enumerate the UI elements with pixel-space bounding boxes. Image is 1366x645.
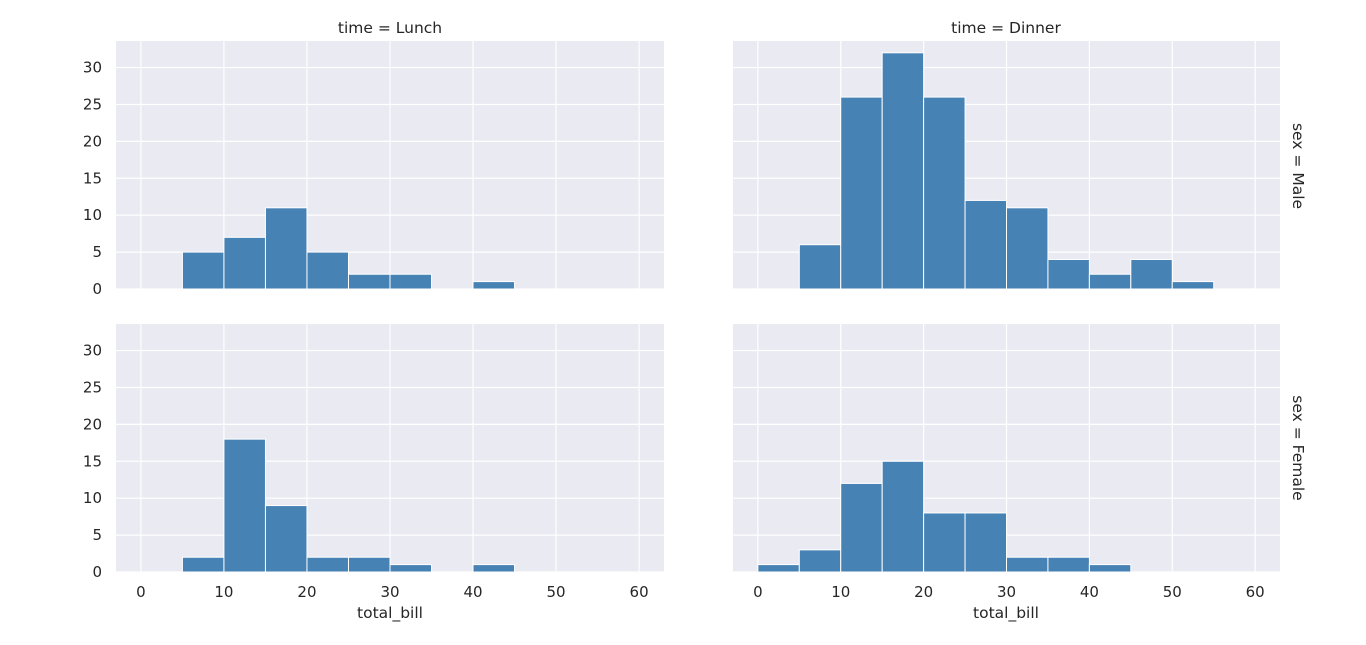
x-tick-label: 30 (380, 583, 399, 601)
histogram-bar (881, 52, 925, 290)
histogram-bar (881, 460, 925, 573)
histogram-bar (347, 273, 391, 290)
y-tick-label: 5 (92, 243, 102, 261)
panel-dinner-female: 0 10 20 30 40 50 60 (733, 324, 1280, 601)
x-tick-label: 10 (831, 583, 850, 601)
histogram-bar (757, 564, 800, 573)
histogram-bar (840, 96, 883, 290)
y-tick-label: 15 (83, 169, 102, 187)
x-tick-label: 50 (547, 583, 566, 601)
histogram-bar (1088, 273, 1132, 290)
x-axis-label-left: total_bill (357, 604, 423, 623)
histogram-bar (1171, 281, 1215, 290)
x-tick-label: 10 (214, 583, 233, 601)
y-tick-label: 5 (92, 526, 102, 544)
histogram-bar (264, 505, 308, 573)
y-tick-label: 20 (83, 132, 102, 150)
histogram-bar (223, 236, 266, 290)
histogram-bar (389, 564, 433, 573)
y-tick-label: 25 (83, 95, 102, 113)
x-tick-label: 40 (463, 583, 482, 601)
x-tick-label: 30 (997, 583, 1016, 601)
histogram-bar (1006, 556, 1049, 573)
histogram-bar (181, 556, 225, 573)
x-tick-label: 60 (1246, 583, 1265, 601)
histogram-bar (1088, 564, 1132, 573)
y-tick-label: 0 (92, 563, 102, 581)
y-tick-label: 0 (92, 280, 102, 298)
panels-layer: 0 5 10 15 20 25 30 0 5 10 15 20 25 30 0 10 20 30 40 50 60 0 10… (83, 41, 1280, 601)
histogram-bar (1047, 556, 1090, 573)
y-tick-label: 10 (83, 489, 102, 507)
histogram-bar (347, 556, 391, 573)
histogram-bar (306, 251, 349, 290)
panel-lunch-male: 0 5 10 15 20 25 30 (83, 41, 664, 298)
histogram-bar (798, 549, 842, 573)
histogram-bar (181, 251, 225, 290)
histogram-bar (223, 438, 266, 573)
x-tick-label: 0 (753, 583, 763, 601)
histogram-bar (1006, 207, 1049, 290)
panel-lunch-female: 0 5 10 15 20 25 30 0 10 20 30 40 50 60 (83, 324, 664, 601)
x-tick-label: 50 (1163, 583, 1182, 601)
x-tick-label: 60 (630, 583, 649, 601)
histogram-bar (798, 244, 842, 290)
y-tick-label: 10 (83, 206, 102, 224)
y-tick-label: 15 (83, 452, 102, 470)
histogram-bar (1047, 258, 1090, 290)
panel-dinner-male (733, 41, 1280, 290)
histogram-bar (964, 512, 1007, 573)
col-title-lunch: time = Lunch (338, 19, 442, 37)
x-tick-label: 40 (1080, 583, 1099, 601)
y-tick-label: 30 (83, 342, 102, 360)
x-tick-label: 0 (136, 583, 146, 601)
histogram-bar (264, 207, 308, 290)
y-tick-label: 30 (83, 59, 102, 77)
histogram-bar (840, 482, 883, 573)
histogram-bar (306, 556, 349, 573)
histogram-bar (1130, 258, 1173, 290)
col-title-dinner: time = Dinner (951, 19, 1061, 37)
x-tick-label: 20 (914, 583, 933, 601)
row-title-male: sex = Male (1289, 123, 1307, 209)
histogram-bar (472, 281, 516, 290)
histogram-bar (964, 199, 1007, 290)
histogram-bar (923, 96, 966, 290)
histogram-bar (923, 512, 966, 573)
row-title-female: sex = Female (1289, 395, 1307, 500)
x-axis-label-right: total_bill (973, 604, 1039, 623)
x-tick-label: 20 (297, 583, 316, 601)
y-tick-label: 20 (83, 415, 102, 433)
histogram-bar (389, 273, 433, 290)
y-tick-label: 25 (83, 378, 102, 396)
histogram-bar (472, 564, 516, 573)
